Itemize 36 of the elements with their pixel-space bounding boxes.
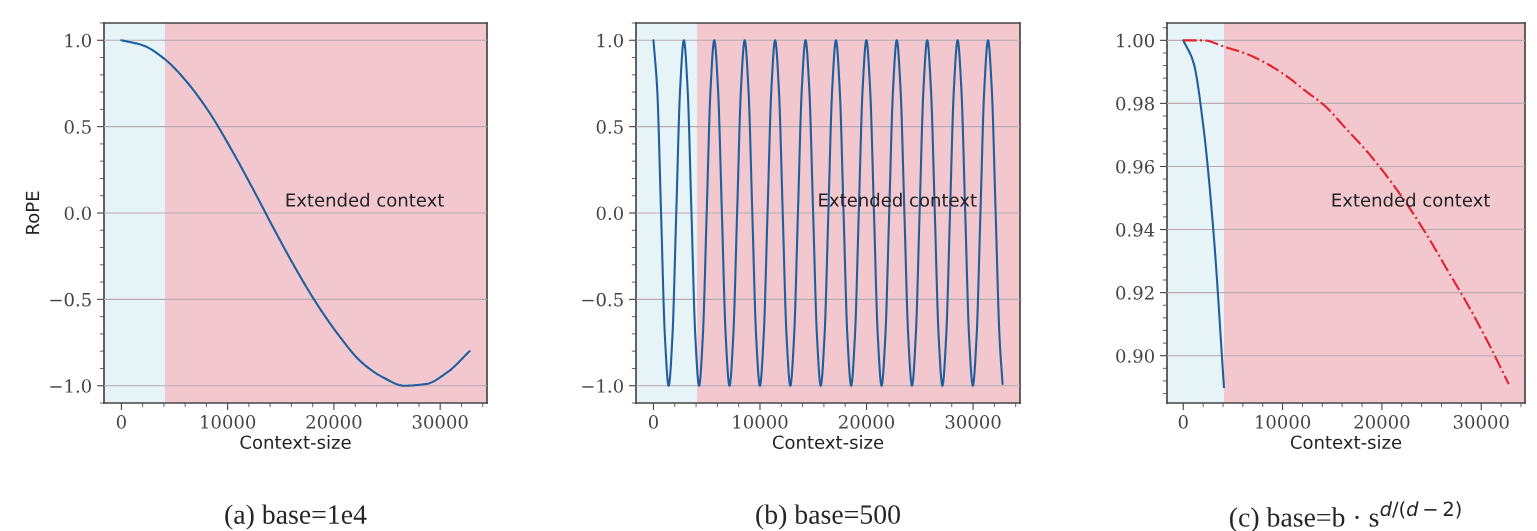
y-axis-title: RoPE: [25, 191, 40, 234]
y-tick-label: 0.5: [596, 120, 623, 134]
x-tick-label: 30000: [945, 415, 1001, 429]
y-tick-label: 0.0: [596, 206, 623, 221]
x-tick-label: 0: [1178, 415, 1188, 429]
x-tick-label: 20000: [1354, 415, 1410, 429]
band-label: Extended context: [286, 192, 444, 207]
y-tick-label: 1.0: [65, 33, 91, 48]
y-tick-label: 0.5: [64, 120, 91, 134]
x-tick-label: 0: [648, 415, 658, 429]
x-tick-label: 30000: [412, 415, 468, 429]
y-tick-label: 0.90: [1116, 349, 1154, 363]
y-tick-label: −1.0: [582, 379, 623, 393]
y-tick-label: 1.00: [1117, 33, 1154, 48]
x-axis-title: Context-size: [772, 435, 884, 450]
x-axis-title: Context-size: [240, 435, 351, 450]
y-tick-label: −0.5: [50, 292, 91, 307]
band-label: Extended context: [1332, 192, 1490, 207]
text: (a) base=1e4: [225, 504, 367, 530]
x-axis-title: Context-size: [1290, 435, 1402, 450]
y-tick-label: 0.92: [1116, 286, 1154, 300]
y-tick-label: 0.98: [1116, 96, 1154, 111]
text: (b) base=500: [756, 504, 900, 530]
y-tick-label: −0.5: [582, 292, 623, 307]
x-tick-label: 10000: [733, 415, 788, 429]
x-tick-label: 20000: [306, 415, 362, 429]
y-tick-label: 0.96: [1116, 159, 1155, 174]
y-tick-label: 0.0: [64, 206, 91, 221]
y-tick-label: −1.0: [50, 379, 91, 393]
x-tick-label: 10000: [1256, 415, 1311, 429]
x-tick-label: 10000: [201, 415, 256, 429]
x-tick-label: 0: [116, 415, 126, 429]
y-tick-label: 0.94: [1116, 223, 1155, 237]
x-tick-label: 30000: [1453, 415, 1509, 429]
y-tick-label: 1.0: [597, 33, 623, 48]
x-tick-label: 20000: [839, 415, 895, 429]
